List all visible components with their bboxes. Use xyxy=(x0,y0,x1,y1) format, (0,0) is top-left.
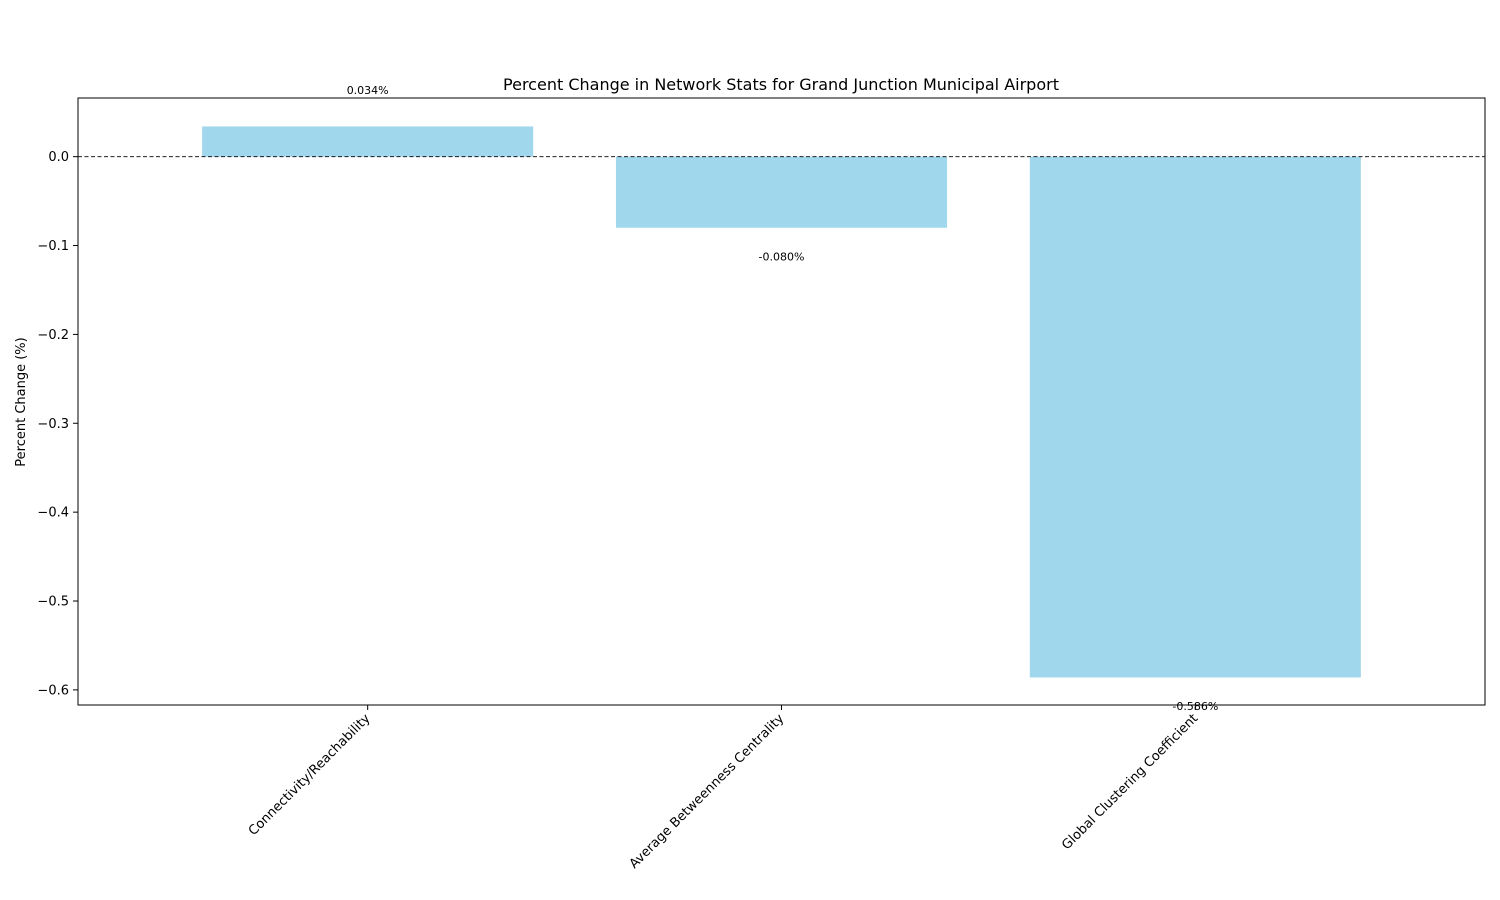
x-axis-ticks: Connectivity/Reachability Average Between… xyxy=(246,705,1201,872)
x-tick-label: Average Betweenness Centrality xyxy=(627,711,788,872)
y-tick-label: −0.3 xyxy=(37,417,69,432)
y-tick-label: −0.4 xyxy=(37,506,69,521)
x-tick-label: Global Clustering Coefficient xyxy=(1059,711,1201,853)
y-axis-ticks: 0.0 −0.1 −0.2 −0.3 −0.4 −0.5 −0.6 xyxy=(37,150,78,698)
data-label: -0.586% xyxy=(1172,700,1218,713)
data-label: -0.080% xyxy=(759,250,805,263)
bar xyxy=(615,156,948,228)
y-tick-label: −0.1 xyxy=(37,239,69,254)
y-tick-label: −0.6 xyxy=(37,683,69,698)
y-tick-label: −0.5 xyxy=(37,595,69,610)
bar xyxy=(1029,156,1361,678)
y-tick-label: −0.2 xyxy=(37,328,69,343)
y-tick-label: 0.0 xyxy=(48,150,69,165)
data-label: 0.034% xyxy=(347,84,389,97)
data-labels: 0.034% -0.080% -0.586% xyxy=(347,84,1219,713)
x-tick-label: Connectivity/Reachability xyxy=(246,711,374,839)
bars-layer xyxy=(202,126,1361,678)
y-axis-label: Percent Change (%) xyxy=(14,337,29,466)
bar xyxy=(202,126,534,157)
chart-title: Percent Change in Network Stats for Gran… xyxy=(503,75,1059,94)
